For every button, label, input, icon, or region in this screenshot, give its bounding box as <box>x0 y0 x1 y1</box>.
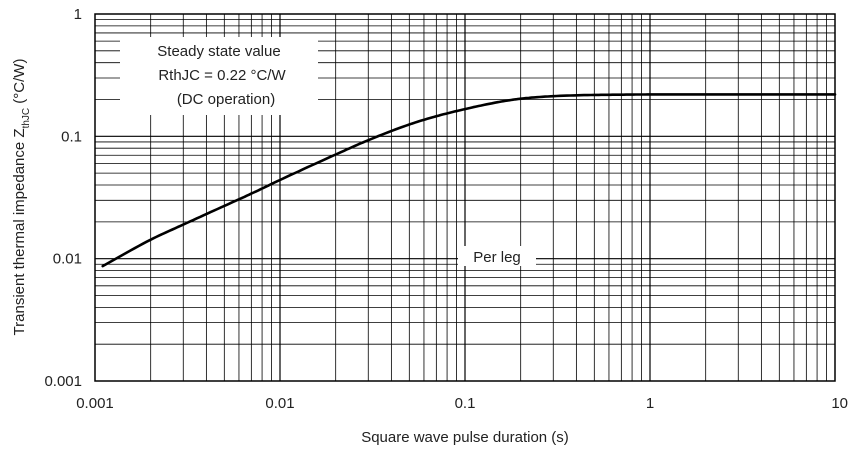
x-tick-label: 10 <box>831 395 848 412</box>
y-tick-label: 0.1 <box>61 128 82 145</box>
steady-state-line-3: (DC operation) <box>177 91 275 108</box>
x-tick-label: 0.1 <box>455 395 476 412</box>
y-tick-label: 1 <box>74 6 82 23</box>
x-tick-label: 1 <box>646 395 654 412</box>
y-axis-label-subscript: thJC <box>21 108 32 129</box>
y-axis-label-main: Transient thermal impedance Z <box>11 128 28 335</box>
steady-state-line-2: RthJC = 0.22 °C/W <box>158 67 286 84</box>
per-leg-label: Per leg <box>473 249 521 266</box>
series-line <box>103 94 835 266</box>
y-tick-label: 0.01 <box>53 251 82 268</box>
steady-state-line-1: Steady state value <box>157 43 280 60</box>
y-tick-label: 0.001 <box>44 373 82 390</box>
x-tick-label: 0.001 <box>76 395 114 412</box>
x-tick-label: 0.01 <box>265 395 294 412</box>
x-axis-label: Square wave pulse duration (s) <box>361 429 569 446</box>
y-axis-label: Transient thermal impedance ZthJC (°C/W) <box>11 59 32 336</box>
y-axis-label-unit: (°C/W) <box>11 59 28 108</box>
